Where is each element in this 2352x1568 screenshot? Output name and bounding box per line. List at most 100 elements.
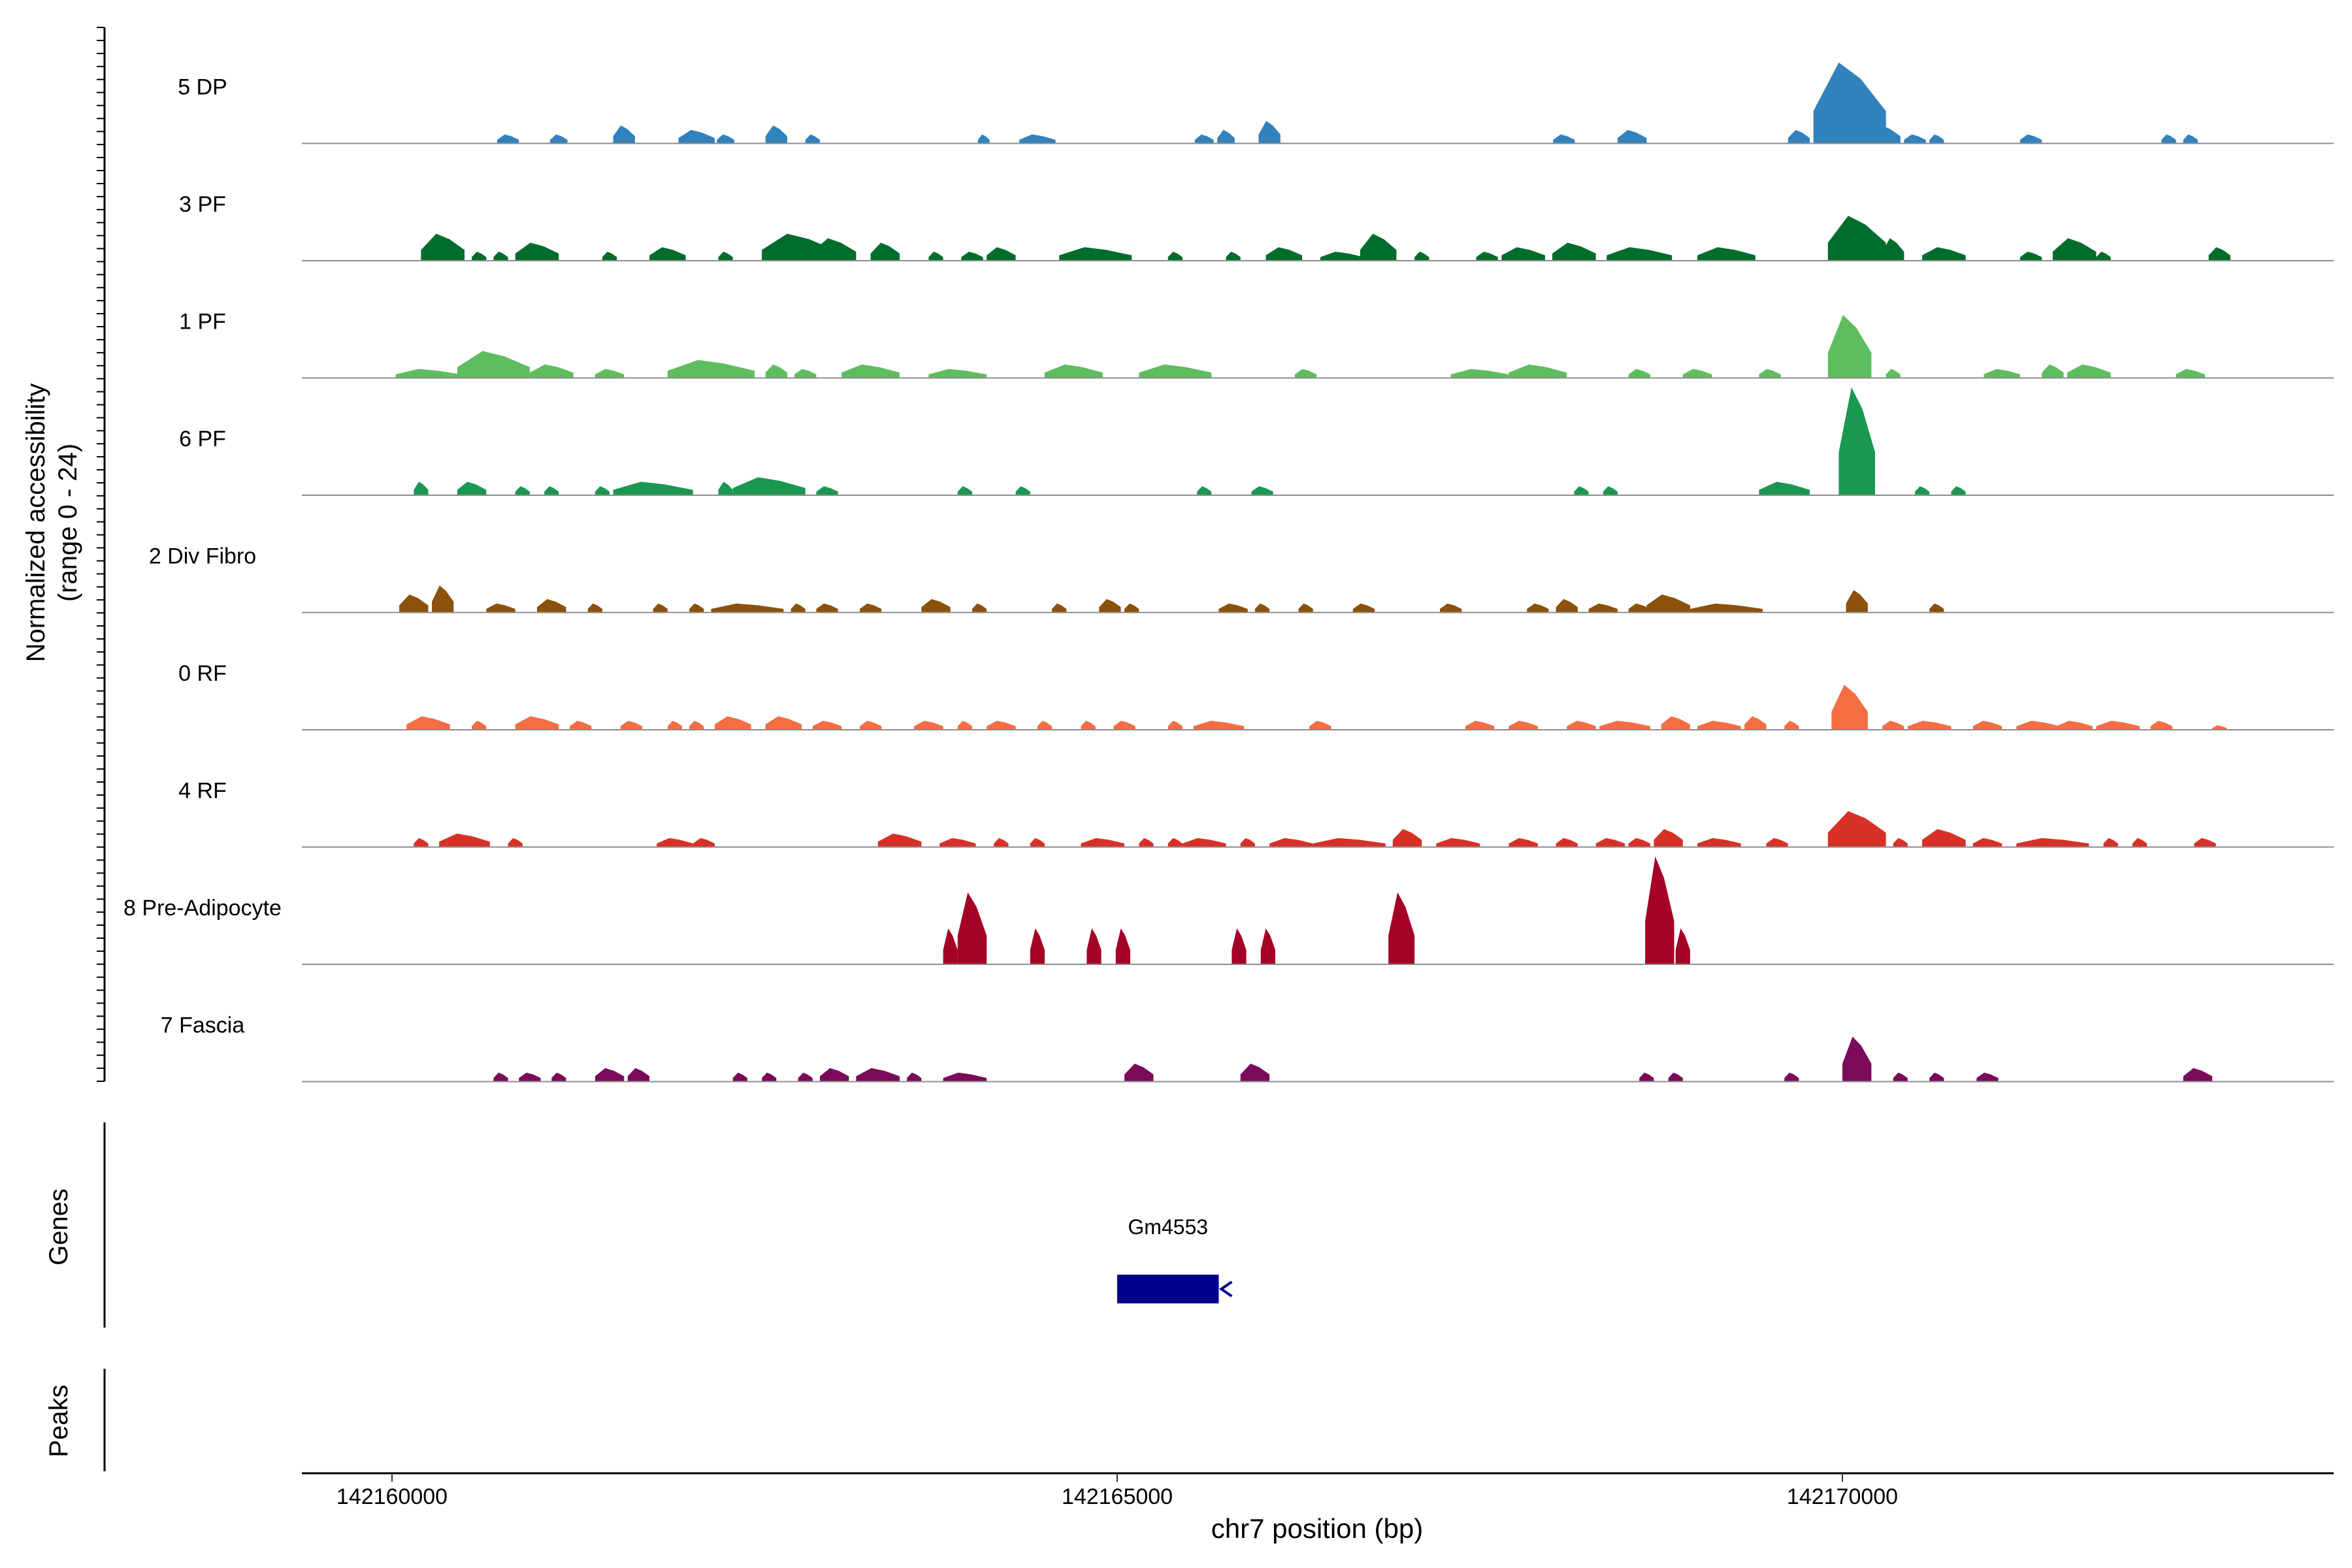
coverage-peak [841,364,900,378]
coverage-peak [1360,233,1397,261]
coverage-peak [1501,247,1545,261]
coverage-peak [1697,838,1741,847]
coverage-peak [1759,482,1810,495]
coverage-peak [1254,603,1270,613]
coverage-peak [667,721,682,730]
coverage-peak [1232,928,1247,964]
coverage-peak [711,603,784,613]
coverage-peak [1907,721,1952,730]
coverage-peak [595,368,625,378]
coverage-peak [1827,216,1886,261]
coverage-peak [928,252,943,261]
coverage-peak [816,603,838,613]
coverage-peak [537,598,566,613]
coverage-peak [1595,838,1625,847]
coverage-peak [1269,838,1313,847]
coverage-peak [421,233,465,261]
gene-label: Gm4553 [1128,1215,1208,1239]
coverage-peak [657,838,693,847]
coverage-peak [1599,721,1650,730]
coverage-peak [877,833,922,847]
coverage-peak [620,721,642,730]
coverage-peak [472,721,487,730]
coverage-peak [689,721,704,730]
coverage-peak [762,1072,777,1082]
coverage-peak [1352,603,1375,613]
coverage-peak [1893,1072,1908,1082]
coverage-peak [457,482,487,495]
coverage-peak [1915,486,1930,495]
coverage-peak [595,1068,625,1082]
coverage-peak [816,486,838,495]
coverage-peak [1951,486,1966,495]
track-label: 6 PF [179,427,226,451]
coverage-peak [1553,134,1575,144]
coverage-peak [515,242,559,261]
gene-gm4553: Gm4553 [1117,1215,1233,1303]
coverage-peak [508,838,523,847]
x-axis-ticks: 142160000 142165000 142170000 [336,1473,1898,1509]
coverage-peak [2096,252,2111,261]
coverage-peak [2208,247,2230,261]
coverage-peak [977,134,990,144]
coverage-peak [1476,252,1498,261]
coverage-peak [1113,721,1135,730]
coverage-peak [1628,838,1650,847]
coverage-peak [1124,603,1139,613]
coverage-peak [939,838,976,847]
coverage-peak [414,482,429,495]
coverage-peak [689,603,704,613]
coverage-peak [2103,838,2118,847]
coverage-peak [515,486,530,495]
coverage-peak [1320,252,1364,261]
coverage-peak [529,364,574,378]
coverage-peak [1309,721,1331,730]
coverage-peak [943,1072,987,1082]
coverage-peak [1588,603,1618,613]
coverage-peak [1193,721,1245,730]
x-tick-label: 142170000 [1787,1484,1898,1509]
coverage-peak [870,242,900,261]
coverage-peak [1574,486,1589,495]
x-axis-title: chr7 position (bp) [1211,1513,1424,1544]
coverage-peak [2212,725,2227,730]
coverage-peak [1871,125,1901,144]
y-axis [97,27,106,1082]
track-3-pf: 3 PF [179,192,2334,261]
coverage-peak [497,134,519,144]
coverage-peak [1182,838,1226,847]
track-1-pf: 1 PF [179,310,2334,379]
coverage-peak [717,134,734,144]
coverage-peak [1139,364,1212,378]
coverage-peak [1846,590,1868,613]
coverage-peak [1882,238,1904,261]
track-label: 1 PF [179,310,226,335]
coverage-peak [595,486,610,495]
coverage-peak [2067,364,2111,378]
coverage-peak [1661,716,1690,730]
coverage-peak [1628,368,1650,378]
coverage-peak [1509,364,1567,378]
coverage-peak [2019,252,2042,261]
coverage-peak [2194,838,2216,847]
coverage-peak [1984,368,2020,378]
coverage-peak [1929,1072,1944,1082]
track-label: 4 RF [178,779,227,804]
coverage-peak [1639,1072,1654,1082]
coverage-peak [2096,721,2140,730]
coverage-peak [1682,368,1712,378]
gene-strand-arrow [1218,1281,1233,1298]
track-label: 8 Pre-Adipocyte [123,896,282,921]
coverage-peak [1168,838,1183,847]
coverage-peak [649,247,686,261]
coverage-tracks: 5 DP 3 PF 1 PF 6 PF 2 Div Fibro 0 RF 4 RF 8 Pre… [123,62,2334,1083]
coverage-peak [551,1072,566,1082]
coverage-peak [859,721,882,730]
coverage-peak [1744,716,1767,730]
track-label: 3 PF [179,192,226,217]
genes-panel-label: Genes [44,1188,73,1266]
coverage-peak [972,603,987,613]
coverage-peak [961,252,983,261]
coverage-peak [921,598,951,613]
